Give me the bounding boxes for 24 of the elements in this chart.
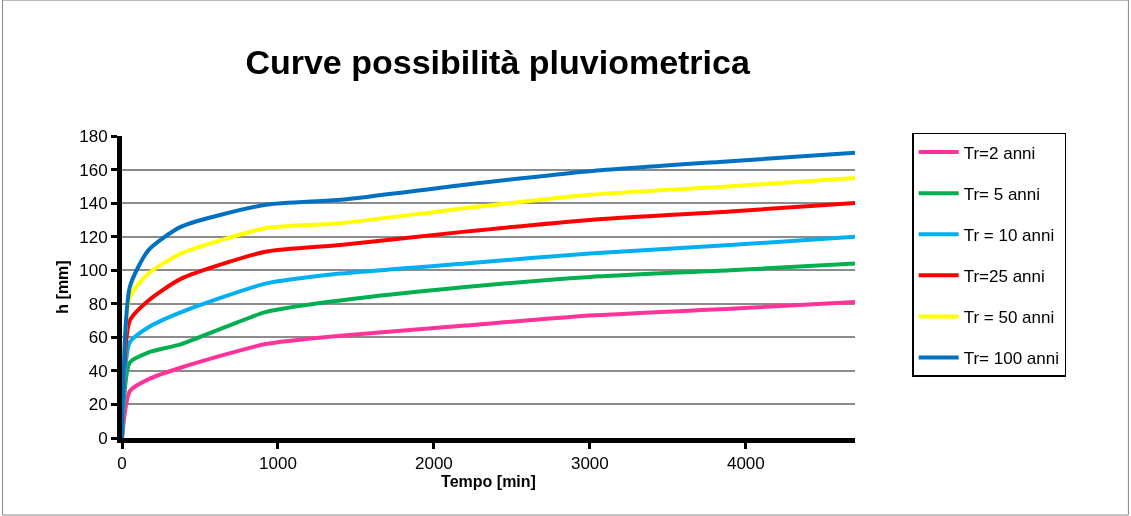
x-tick-label: 4000 xyxy=(726,454,765,474)
legend-label: Tr=25 anni xyxy=(963,266,1045,286)
y-tick-label: 120 xyxy=(79,227,108,247)
y-tick-label: 140 xyxy=(79,194,108,214)
x-tick-label: 2000 xyxy=(415,454,453,474)
legend-label: Tr= 5 anni xyxy=(963,184,1041,204)
y-tick-label: 20 xyxy=(88,395,108,415)
x-tick-label: 0 xyxy=(117,454,127,474)
legend-label: Tr = 10 anni xyxy=(963,225,1055,245)
y-tick-label: 60 xyxy=(88,328,108,348)
y-tick-label: 100 xyxy=(79,261,108,281)
legend-label: Tr = 50 anni xyxy=(963,308,1055,328)
x-tick-label: 3000 xyxy=(570,454,609,474)
y-tick-label: 180 xyxy=(79,126,108,146)
y-tick-label: 80 xyxy=(88,294,108,314)
legend-label: Tr= 100 anni xyxy=(963,349,1059,369)
y-tick-label: 160 xyxy=(79,160,108,180)
chart-title: Curve possibilità pluviometrica xyxy=(245,42,751,81)
legend-label: Tr=2 anni xyxy=(963,143,1036,163)
y-axis-title: h [mm] xyxy=(54,260,72,314)
y-tick-label: 0 xyxy=(98,428,108,448)
x-tick-label: 1000 xyxy=(259,454,297,474)
x-axis-title: Tempo [min] xyxy=(441,473,536,491)
y-tick-label: 40 xyxy=(88,361,108,381)
